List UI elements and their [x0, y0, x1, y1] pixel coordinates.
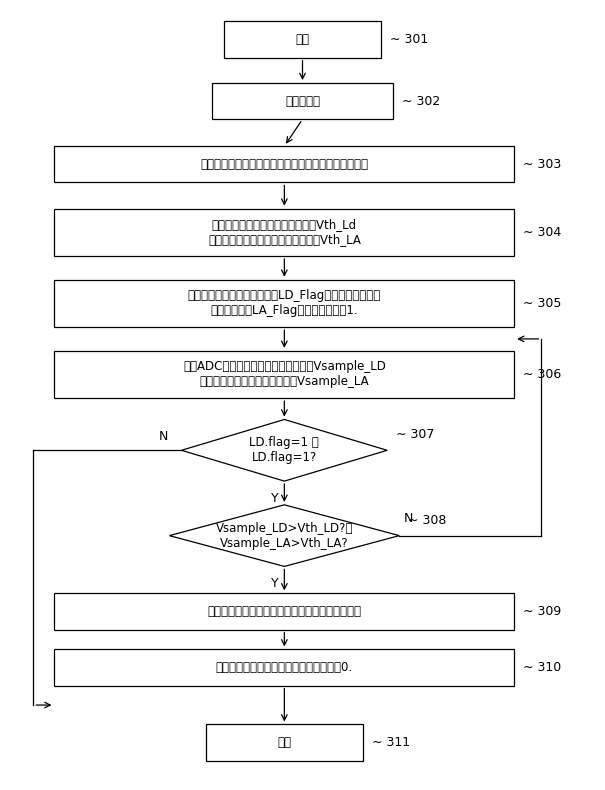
- Text: Y: Y: [272, 577, 279, 590]
- FancyBboxPatch shape: [206, 724, 363, 761]
- Text: ∼ 304: ∼ 304: [523, 226, 561, 239]
- Text: 设置激光驱动器的初始化电压阈値Vth_Ld
和接收限幅放大器的初始化电压阈値Vth_LA: 设置激光驱动器的初始化电压阈値Vth_Ld 和接收限幅放大器的初始化电压阈値Vt…: [208, 218, 361, 246]
- Text: 主处理器电源电压达到上电复位电平、初始化主处理器: 主处理器电源电压达到上电复位电平、初始化主处理器: [200, 158, 368, 171]
- Text: Y: Y: [272, 492, 279, 505]
- Text: N: N: [159, 430, 168, 442]
- Text: ∼ 310: ∼ 310: [523, 661, 561, 674]
- Text: N: N: [404, 512, 413, 525]
- Text: ∼ 311: ∼ 311: [372, 736, 410, 749]
- Text: 利用主处理器初始化激光驱动器或接收限幅放大器: 利用主处理器初始化激光驱动器或接收限幅放大器: [208, 605, 361, 618]
- Text: ∼ 307: ∼ 307: [396, 428, 434, 442]
- Text: 设置激光驱动器的初始化标志LD_Flag和接收限幅放大器
的初始化标志LA_Flag，并均赋初値为1.: 设置激光驱动器的初始化标志LD_Flag和接收限幅放大器 的初始化标志LA_Fl…: [188, 289, 381, 318]
- Text: 初始化成功，将相应的初始化标志赋値为0.: 初始化成功，将相应的初始化标志赋値为0.: [216, 661, 353, 674]
- Text: ∼ 305: ∼ 305: [523, 297, 561, 310]
- Text: ∼ 306: ∼ 306: [523, 368, 561, 381]
- FancyBboxPatch shape: [54, 146, 514, 182]
- Text: ∼ 301: ∼ 301: [390, 33, 428, 46]
- FancyBboxPatch shape: [54, 209, 514, 256]
- Text: 通过ADC采集激光驱动器的电源电压値Vsample_LD
和接收限幅放大器的电源电压値Vsample_LA: 通过ADC采集激光驱动器的电源电压値Vsample_LD 和接收限幅放大器的电源…: [183, 360, 386, 389]
- Text: 结束: 结束: [277, 736, 292, 749]
- Polygon shape: [182, 419, 387, 481]
- FancyBboxPatch shape: [54, 351, 514, 398]
- Polygon shape: [169, 505, 399, 566]
- FancyBboxPatch shape: [54, 649, 514, 686]
- Text: ∼ 308: ∼ 308: [408, 514, 446, 527]
- Text: ∼ 303: ∼ 303: [523, 158, 561, 171]
- FancyBboxPatch shape: [224, 21, 381, 58]
- FancyBboxPatch shape: [212, 83, 393, 119]
- FancyBboxPatch shape: [54, 280, 514, 327]
- Text: 开始: 开始: [295, 33, 310, 46]
- Text: LD.flag=1 或
LD.flag=1?: LD.flag=1 或 LD.flag=1?: [249, 436, 319, 465]
- FancyBboxPatch shape: [54, 593, 514, 630]
- Text: ∼ 302: ∼ 302: [402, 95, 440, 107]
- Text: 光模块上电: 光模块上电: [285, 95, 320, 107]
- Text: ∼ 309: ∼ 309: [523, 605, 561, 618]
- Text: Vsample_LD>Vth_LD?或
Vsample_LA>Vth_LA?: Vsample_LD>Vth_LD?或 Vsample_LA>Vth_LA?: [215, 521, 353, 550]
